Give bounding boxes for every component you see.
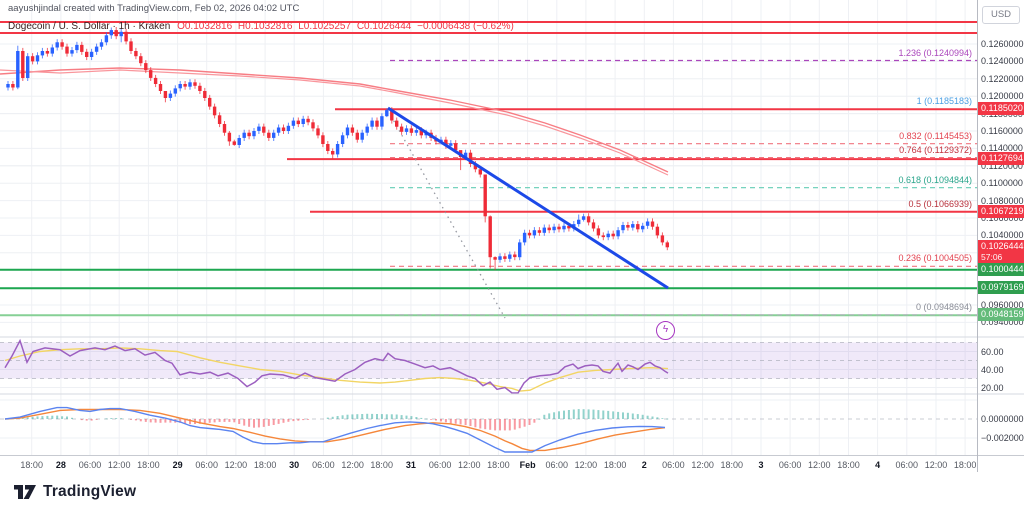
price-level-badge: 0.1000444 [978, 263, 1024, 276]
fib-level-label: 1.236 (0.1240994) [898, 48, 972, 58]
ohlc-low: L0.1025257 [298, 21, 352, 32]
time-tick: 3 [758, 460, 764, 470]
time-tick: 18:00 [953, 460, 977, 470]
price-tick: 0.1060000 [981, 213, 1024, 223]
time-tick: 18:00 [487, 460, 510, 470]
price-tick: 0.1040000 [981, 230, 1024, 240]
fib-retracement-lines [390, 59, 977, 316]
rsi-tick: 60.00 [981, 347, 1004, 357]
time-tick: 28 [55, 460, 66, 470]
dotted-projection-line[interactable] [390, 115, 506, 319]
rsi-tick: 40.00 [981, 365, 1004, 375]
symbol-title[interactable]: Dogecoin / U. S. Dollar · 1h · Kraken [8, 21, 171, 32]
rsi-tick: 20.00 [981, 383, 1004, 393]
time-tick: 18:00 [253, 460, 277, 470]
time-tick: 12:00 [574, 460, 598, 470]
fib-level-label: 0.236 (0.1004505) [898, 253, 972, 263]
fib-level-label: 0.764 (0.1129372) [899, 145, 972, 155]
price-tick: 0.1100000 [981, 178, 1023, 188]
symbol-legend[interactable]: Dogecoin / U. S. Dollar · 1h · Kraken O0… [8, 21, 517, 32]
flash-event-marker-icon[interactable]: ϟ [656, 321, 675, 340]
macd-tick: 0.0000000 [981, 414, 1024, 424]
bar-countdown: 57:06 [981, 252, 1003, 262]
price-tick: 0.1220000 [981, 74, 1024, 84]
macd-line [4, 406, 666, 453]
time-tick: 06:00 [778, 460, 802, 470]
fib-level-label: 0.5 (0.1066939) [908, 199, 972, 209]
time-tick: 12:00 [808, 460, 831, 470]
price-level-badge: 0.1127694 [978, 152, 1024, 165]
currency-toggle[interactable]: USD [982, 6, 1020, 24]
macd-histogram [7, 409, 669, 431]
attribution-text: aayushjindal created with TradingView.co… [8, 3, 300, 14]
time-tick: 18:00 [137, 460, 160, 470]
time-tick: 18:00 [720, 460, 744, 470]
price-axis-border [977, 0, 978, 472]
price-tick: 0.1140000 [981, 143, 1023, 153]
price-level-badge: 0.1185020 [978, 102, 1024, 115]
time-tick: 06:00 [195, 460, 218, 470]
ohlc-close: C0.1026444 [356, 21, 412, 32]
ma-line-slow2 [0, 69, 669, 176]
time-tick: 12:00 [107, 460, 131, 470]
ma-line-slow [0, 67, 669, 173]
time-tick: 12:00 [924, 460, 948, 470]
price-level-badge: 0.1067219 [978, 205, 1024, 218]
price-tick: 0.1160000 [981, 126, 1023, 136]
macd-signal-line [4, 408, 666, 452]
time-tick: 2 [641, 460, 647, 470]
time-tick: 12:00 [691, 460, 714, 470]
rsi-line [4, 338, 669, 394]
pane-separators [0, 336, 1024, 395]
ohlc-change: −0.0006438 (−0.62%) [417, 21, 514, 32]
time-tick: 18:00 [370, 460, 393, 470]
price-axis[interactable]: 0.1260000 0.1240000 0.1220000 0.1200000 0.11… [978, 0, 1024, 455]
time-tick: 30 [289, 460, 300, 470]
ohlc-high: H0.1032816 [237, 21, 293, 32]
time-tick: 06:00 [545, 460, 569, 470]
price-tick: 0.1120000 [981, 161, 1023, 171]
time-tick: 31 [405, 460, 416, 470]
time-tick: 4 [875, 460, 881, 470]
price-tick: 0.0960000 [981, 300, 1024, 310]
price-tick: 0.0940000 [981, 317, 1024, 327]
fib-level-label: 0.618 (0.1094844) [898, 175, 972, 185]
fib-level-label: 0 (0.0948694) [915, 302, 972, 312]
time-tick: 06:00 [895, 460, 919, 470]
tradingview-logo-icon [14, 485, 36, 499]
fib-level-label: 1 (0.1185183) [916, 96, 972, 106]
time-tick: 12:00 [224, 460, 248, 470]
tradingview-logo-text: TradingView [43, 483, 137, 500]
time-tick: 18:00 [837, 460, 860, 470]
price-tick: 0.1200000 [981, 91, 1024, 101]
time-tick: 06:00 [78, 460, 102, 470]
time-tick: 06:00 [428, 460, 452, 470]
time-tick: 29 [172, 460, 183, 470]
price-tick: 0.1240000 [981, 56, 1024, 66]
time-tick: 18:00 [603, 460, 627, 470]
time-tick: Feb [519, 460, 536, 470]
price-level-badge: 0.0979169 [978, 281, 1024, 294]
tradingview-logo[interactable]: TradingView [14, 480, 136, 504]
price-tick: 0.1080000 [981, 196, 1024, 206]
time-tick: 12:00 [341, 460, 364, 470]
rsi-ma-line [4, 347, 669, 392]
ohlc-open: O0.1032816 [177, 21, 233, 32]
time-tick: 06:00 [662, 460, 685, 470]
price-tick: 0.1260000 [981, 39, 1024, 49]
time-tick: 06:00 [312, 460, 335, 470]
time-tick: 18:00 [20, 460, 43, 470]
time-tick: 12:00 [458, 460, 481, 470]
time-axis[interactable]: 18:00 28 06:00 12:00 18:00 29 06:00 12:00 18:00 3… [0, 455, 1024, 473]
current-price-badge: 0.1026444 57:06 [978, 240, 1024, 264]
descending-trendline[interactable] [387, 106, 669, 290]
fib-level-label: 0.832 (0.1145453) [899, 131, 972, 141]
price-level-badge: 0.0948159 [978, 308, 1024, 321]
